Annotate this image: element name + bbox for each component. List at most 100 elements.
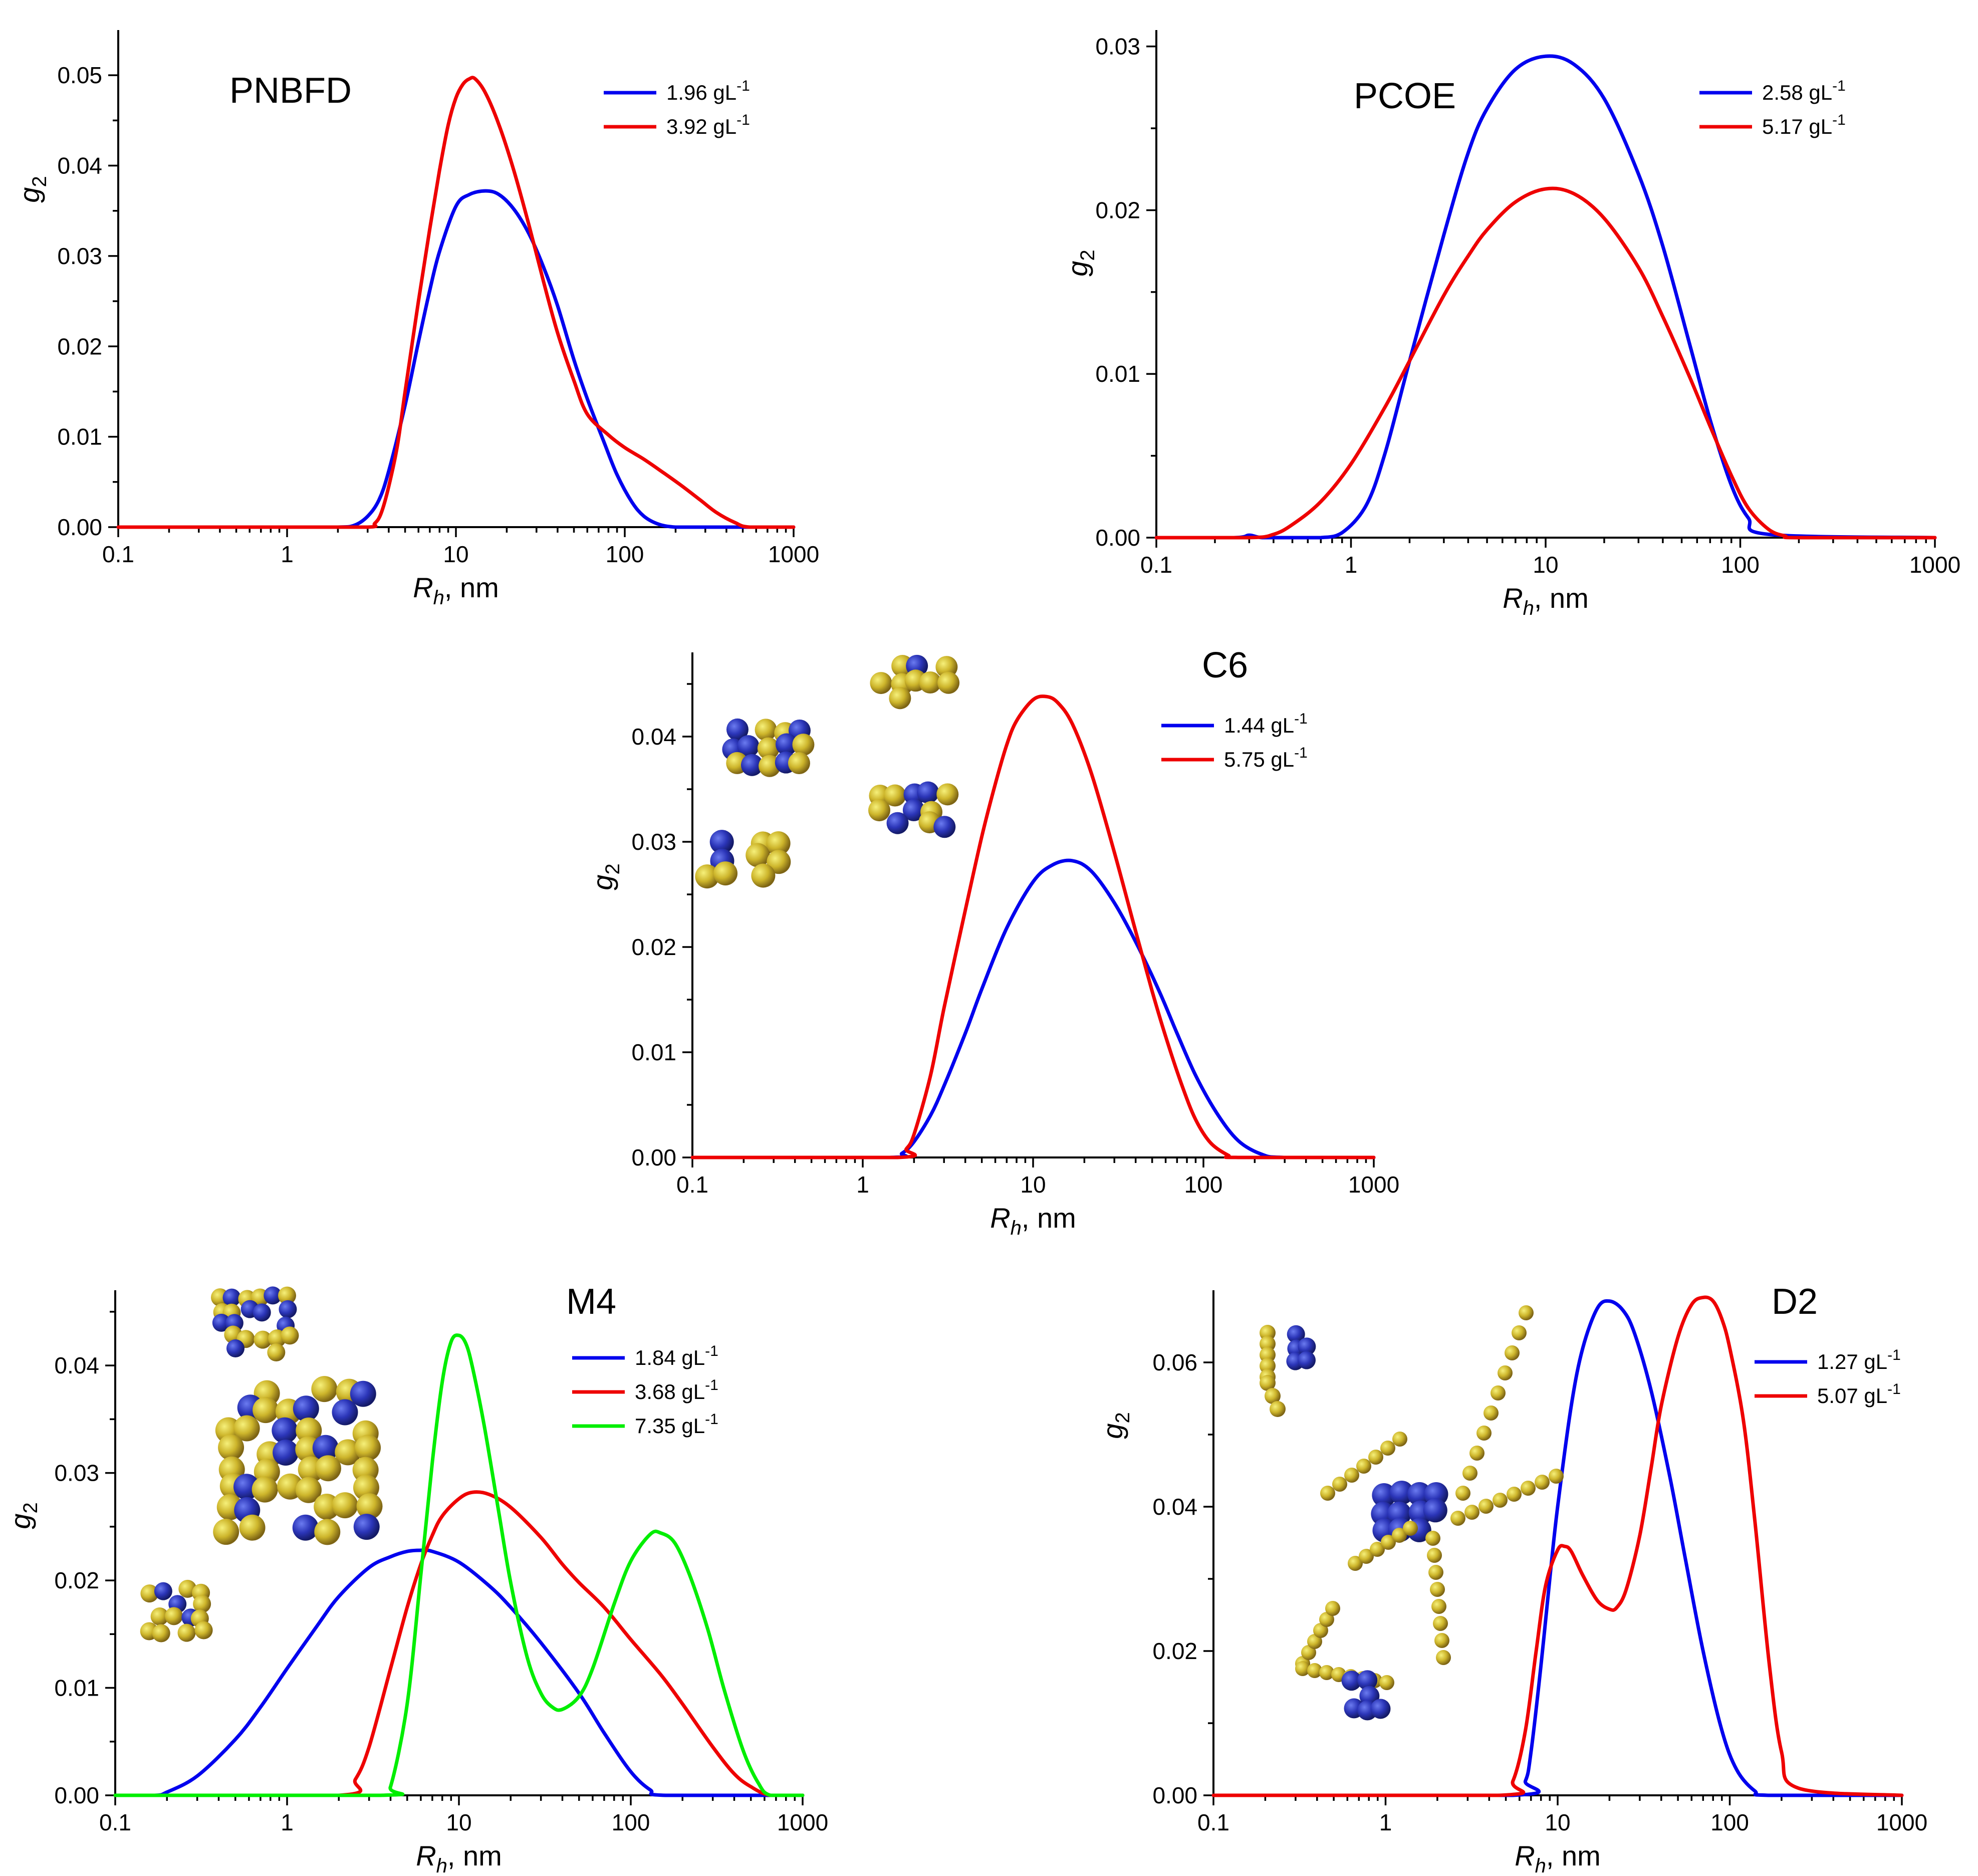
x-tick-label: 100 (1721, 552, 1760, 578)
bead (759, 755, 781, 777)
bead (1297, 1351, 1316, 1369)
y-tick-label: 0.01 (57, 424, 102, 450)
bead (267, 1343, 286, 1361)
y-tick-label: 0.04 (631, 724, 676, 750)
molecule-illustrations (140, 654, 1564, 1721)
bead (1535, 1475, 1550, 1490)
bead (1344, 1468, 1359, 1483)
bead (1462, 1466, 1477, 1481)
legend-entry: 1.44 gL-1 (1224, 711, 1308, 737)
y-axis-label: g2 (587, 863, 624, 890)
bead (1370, 1542, 1385, 1557)
bead (1430, 1582, 1445, 1597)
bead (350, 1380, 376, 1407)
bead (868, 799, 890, 822)
bead (1498, 1365, 1513, 1380)
panel-pcoe: 0.1 1 10 100 1000 0.00 0.01 0.02 0.03 Rh, nm g2 2.5… (1062, 30, 1960, 619)
bead (218, 1434, 244, 1461)
bead (1433, 1616, 1448, 1631)
series-line (113, 1490, 805, 1797)
bead (917, 781, 939, 804)
bead (311, 1376, 338, 1402)
bead (919, 671, 941, 694)
bead (312, 1435, 339, 1461)
x-tick-label: 100 (612, 1809, 650, 1835)
bead (1425, 1531, 1440, 1546)
bead (737, 735, 760, 758)
bead (889, 687, 911, 710)
bead (1320, 1486, 1335, 1501)
legend-entry: 1.96 gL-1 (666, 78, 750, 104)
bead (264, 1286, 282, 1305)
bead (884, 784, 906, 807)
y-tick-label: 0.02 (1152, 1638, 1197, 1664)
bead (152, 1624, 170, 1643)
bead (1403, 1521, 1418, 1536)
bead (140, 1584, 159, 1603)
bead (1298, 1337, 1316, 1356)
bead (314, 1519, 341, 1545)
bead (150, 1607, 169, 1625)
bead (740, 754, 763, 776)
legend-entry: 5.07 gL-1 (1817, 1381, 1901, 1408)
bead (1469, 1446, 1485, 1461)
y-tick-label: 0.03 (57, 243, 102, 269)
x-tick-label: 100 (1184, 1171, 1223, 1198)
bead (1519, 1305, 1534, 1320)
y-tick-label: 0.06 (1152, 1349, 1197, 1375)
series-line (116, 76, 796, 529)
legend-entry: 2.58 gL-1 (1762, 78, 1846, 104)
x-tick-label: 0.1 (1140, 552, 1172, 578)
bead (1260, 1358, 1276, 1374)
x-axis-label: Rh, nm (1503, 582, 1589, 619)
series-line (1154, 186, 1937, 540)
bead (293, 1395, 319, 1422)
y-tick-label: 0.00 (54, 1782, 99, 1808)
x-tick-label: 0.1 (676, 1171, 708, 1198)
bead (937, 671, 960, 694)
x-tick-label: 10 (446, 1809, 471, 1835)
y-axis-label: g2 (5, 1502, 42, 1529)
bead (1381, 1535, 1396, 1550)
y-tick-label: 0.02 (54, 1567, 99, 1593)
bead (273, 1440, 299, 1466)
bead (1295, 1661, 1310, 1676)
y-tick-label: 0.02 (631, 934, 676, 960)
x-tick-label: 100 (1710, 1809, 1749, 1835)
bead (222, 1288, 241, 1307)
y-axis-label: g2 (14, 176, 51, 202)
y-tick-label: 0.00 (1152, 1782, 1197, 1808)
y-tick-label: 0.02 (57, 333, 102, 359)
x-tick-label: 10 (1533, 552, 1558, 578)
bead (281, 1326, 299, 1345)
bead (1483, 1405, 1499, 1421)
x-tick-label: 1000 (1876, 1809, 1927, 1835)
series-line (116, 189, 796, 529)
bead (239, 1514, 266, 1541)
bead (751, 863, 776, 888)
bead (254, 1330, 272, 1349)
panel-d2: 0.1 1 10 100 1000 0.00 0.02 0.04 0.06 Rh, nm g2 1.2… (1097, 1282, 1927, 1876)
y-tick-label: 0.03 (631, 829, 676, 855)
y-tick-label: 0.01 (631, 1039, 676, 1065)
y-tick-label: 0.00 (57, 514, 102, 540)
x-tick-label: 1000 (768, 541, 819, 567)
bead (1359, 1549, 1374, 1564)
bead (1372, 1483, 1396, 1507)
panel-title: PNBFD (229, 71, 352, 111)
bead (767, 850, 791, 874)
bead (1357, 1670, 1378, 1691)
bead (1423, 1498, 1447, 1523)
bead (332, 1399, 358, 1426)
y-tick-label: 0.04 (1152, 1494, 1197, 1520)
bead (295, 1477, 322, 1503)
legend-entry: 3.92 gL-1 (666, 112, 750, 138)
bead (292, 1514, 319, 1541)
bead (1307, 1663, 1322, 1678)
series-line (690, 694, 1376, 1159)
x-tick-label: 100 (606, 541, 644, 567)
y-tick-label: 0.05 (57, 62, 102, 88)
bead (1260, 1336, 1276, 1352)
bead (165, 1607, 183, 1625)
